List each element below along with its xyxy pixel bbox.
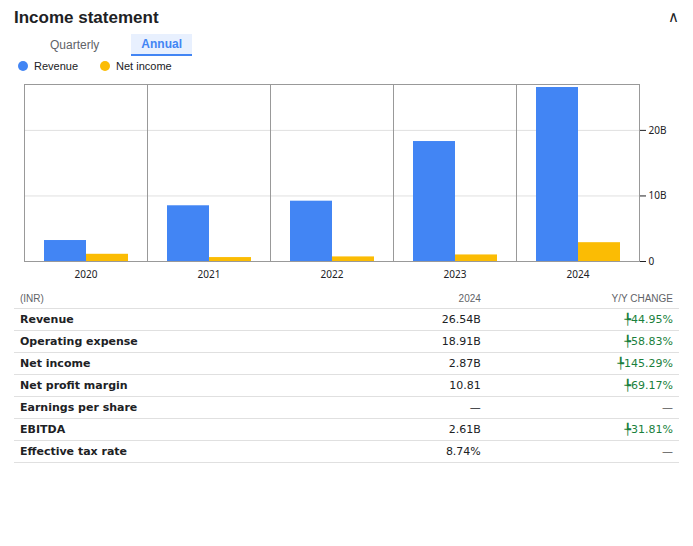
html-text:18.91B: 18.91B bbox=[441, 335, 481, 348]
html-text:2.61B: 2.61B bbox=[448, 423, 481, 436]
svg-text:10B: 10B bbox=[649, 188, 667, 202]
html-text:26.54B: 26.54B bbox=[441, 313, 481, 326]
svg-text:0: 0 bbox=[649, 254, 655, 268]
html-text:Operating expense: Operating expense bbox=[20, 335, 138, 348]
svg-text:20B: 20B bbox=[649, 123, 667, 137]
html-text:╄145.29%: ╄145.29% bbox=[617, 357, 673, 370]
html-text:Net profit margin: Net profit margin bbox=[20, 379, 128, 392]
html-text:Y/Y CHANGE: Y/Y CHANGE bbox=[611, 293, 673, 304]
html-text:EBITDA: EBITDA bbox=[20, 423, 66, 436]
html-text:10.81: 10.81 bbox=[449, 379, 481, 392]
html-text:2.87B: 2.87B bbox=[448, 357, 481, 370]
html-text:╄69.17%: ╄69.17% bbox=[624, 379, 673, 392]
svg-text:2020: 2020 bbox=[75, 267, 98, 281]
html-text:Revenue: Revenue bbox=[34, 60, 78, 72]
html-text:╄58.83%: ╄58.83% bbox=[624, 335, 673, 348]
html-text:2024: 2024 bbox=[458, 293, 481, 304]
svg-text:2023: 2023 bbox=[444, 267, 467, 281]
html-text:Quarterly: Quarterly bbox=[50, 38, 100, 52]
svg-text:2024: 2024 bbox=[567, 267, 590, 281]
svg-text:2021: 2021 bbox=[198, 267, 221, 281]
svg-text:2022: 2022 bbox=[321, 267, 344, 281]
html-text:Effective tax rate: Effective tax rate bbox=[20, 445, 128, 458]
html-text:Earnings per share: Earnings per share bbox=[20, 401, 138, 414]
html-text:(INR): (INR) bbox=[20, 293, 44, 304]
html-text:8.74%: 8.74% bbox=[445, 445, 481, 458]
html-text:Revenue: Revenue bbox=[20, 313, 74, 326]
html-text:Net income: Net income bbox=[116, 60, 172, 72]
html-text:Net income: Net income bbox=[20, 357, 91, 370]
html-text:Annual: Annual bbox=[141, 37, 182, 51]
html-text:╄31.81%: ╄31.81% bbox=[624, 423, 673, 436]
html-text:Income statement: Income statement bbox=[14, 8, 159, 27]
html-text:╄44.95%: ╄44.95% bbox=[624, 313, 673, 326]
